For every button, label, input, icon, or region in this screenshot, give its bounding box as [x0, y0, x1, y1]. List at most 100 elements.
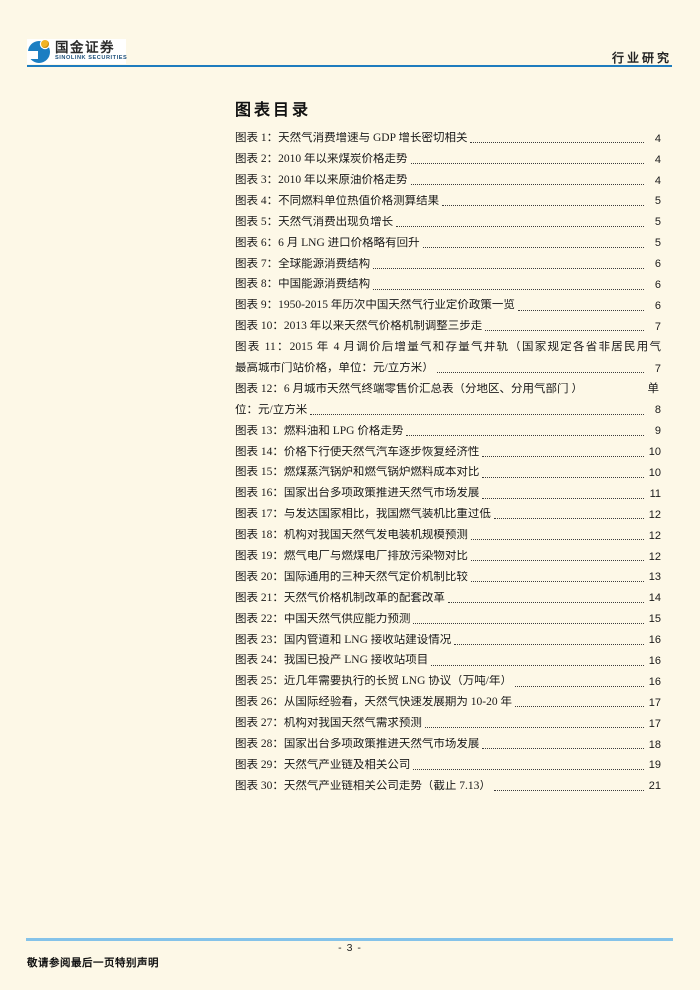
dot-leader — [442, 205, 644, 207]
toc-entry-label: 图表 20：国际通用的三种天然气定价机制比较 — [235, 570, 468, 583]
toc-entry: 图表 20：国际通用的三种天然气定价机制比较 13 — [235, 567, 661, 588]
dot-leader — [431, 664, 644, 666]
toc-entry-page-number: 11 — [649, 487, 661, 500]
dot-leader — [396, 225, 644, 227]
toc-entry: 图表 26：从国际经验看，天然气快速发展期为 10-20 年 17 — [235, 692, 661, 713]
toc-entry: 图表 18：机构对我国天然气发电装机规模预测 12 — [235, 525, 661, 546]
toc-entry: 图表 15：燃煤蒸汽锅炉和燃气锅炉燃料成本对比 10 — [235, 462, 661, 483]
toc-list: 图表 1：天然气消费增速与 GDP 增长密切相关 4 图表 2：2010 年以来… — [235, 128, 661, 797]
toc-entry-page-number: 16 — [648, 634, 661, 647]
page-number: - 3 - — [338, 942, 362, 954]
toc-entry: 图表 30：天然气产业链相关公司走势（截止 7.13） 21 — [235, 776, 661, 797]
dot-leader — [493, 790, 644, 791]
toc-title: 图表目录 — [235, 102, 312, 119]
dot-leader — [470, 142, 644, 144]
toc-entry-label: 图表 4：不同燃料单位热值价格测算结果 — [235, 194, 440, 207]
toc-entry: 图表 14：价格下行使天然气汽车逐步恢复经济性 10 — [235, 441, 661, 462]
toc-entry: 图表 25：近几年需要执行的长贸 LNG 协议（万吨/年） 16 — [235, 671, 661, 692]
toc-entry: 图表 8：中国能源消费结构 6 — [235, 274, 661, 295]
toc-entry-label: 图表 26：从国际经验看，天然气快速发展期为 10-20 年 — [235, 696, 512, 709]
toc-entry: 图表 6：6 月 LNG 进口价格略有回升 5 — [235, 232, 661, 253]
toc-entry-page-number: 7 — [654, 320, 661, 333]
dot-leader — [470, 539, 644, 541]
toc-entry-page-number: 19 — [648, 759, 661, 772]
toc-entry-label: 图表 8：中国能源消费结构 — [235, 278, 371, 291]
header-divider — [27, 65, 672, 67]
toc-entry-page-number: 10 — [648, 467, 661, 479]
toc-entry: 图表 11：2015 年 4 月调价后增量气和存量气并轨（国家规定各省非居民用气 — [235, 337, 661, 358]
toc-entry-label: 图表 24：我国已投产 LNG 接收站项目 — [235, 654, 429, 667]
toc-entry-label: 图表 3：2010 年以来原油价格走势 — [235, 173, 408, 186]
dot-leader — [514, 685, 644, 687]
toc-entry-label: 图表 30：天然气产业链相关公司走势（截止 7.13） — [235, 779, 491, 792]
toc-entry-label: 图表 19：燃气电厂与燃煤电厂排放污染物对比 — [235, 549, 468, 562]
dot-leader — [470, 560, 644, 562]
dot-leader — [413, 622, 644, 624]
toc-entry-tail: 单 — [647, 382, 660, 395]
logo-gold-ball-icon — [41, 40, 49, 48]
toc-entry-label: 图表 9：1950-2015 年历次中国天然气行业定价政策一览 — [235, 299, 515, 312]
dot-leader — [482, 476, 644, 478]
toc-entry-label: 图表 23：国内管道和 LNG 接收站建设情况 — [235, 633, 452, 646]
toc-entry-label: 图表 17：与发达国家相比，我国燃气装机比重过低 — [235, 508, 491, 521]
toc-entry-label: 图表 21：天然气价格机制改革的配套改革 — [235, 591, 445, 604]
toc-entry-page-number: 14 — [648, 592, 661, 605]
toc-entry: 图表 29：天然气产业链及相关公司 19 — [235, 755, 661, 776]
toc-entry-page-number: 16 — [648, 675, 661, 688]
dot-leader — [447, 601, 644, 603]
logo-wordmark: 国金证券 SINOLINK SECURITIES — [55, 41, 127, 62]
toc-entry-label: 图表 28：国家出台多项政策推进天然气市场发展 — [235, 738, 480, 750]
toc-entry-page-number: 16 — [648, 655, 661, 668]
toc-entry-label: 图表 1：天然气消费增速与 GDP 增长密切相关 — [235, 132, 468, 145]
toc-entry-label: 图表 13：燃料油和 LPG 价格走势 — [235, 424, 404, 437]
sinolink-logo-icon — [28, 40, 51, 63]
toc-entry: 图表 24：我国已投产 LNG 接收站项目 16 — [235, 650, 661, 671]
toc-entry-label: 位：元/立方米 — [235, 403, 308, 416]
toc-entry-label: 图表 18：机构对我国天然气发电装机规模预测 — [235, 529, 468, 542]
dot-leader — [310, 413, 644, 415]
dot-leader — [410, 163, 644, 165]
toc-entry-label: 图表 7：全球能源消费结构 — [235, 257, 371, 270]
toc-entry-page-number: 4 — [654, 153, 661, 166]
toc-entry-label: 图表 11：2015 年 4 月调价后增量气和存量气并轨（国家规定各省非居民用气 — [235, 341, 661, 354]
toc-entry: 图表 23：国内管道和 LNG 接收站建设情况 16 — [235, 629, 661, 650]
toc-entry-label: 图表 15：燃煤蒸汽锅炉和燃气锅炉燃料成本对比 — [235, 466, 480, 479]
toc-entry-page-number: 4 — [654, 174, 661, 187]
toc-entry-page-number: 5 — [654, 195, 661, 208]
dot-leader — [424, 727, 644, 729]
toc-entry: 图表 27：机构对我国天然气需求预测 17 — [235, 713, 661, 734]
toc-entry: 图表 3：2010 年以来原油价格走势 4 — [235, 170, 661, 191]
toc-entry: 图表 17：与发达国家相比，我国燃气装机比重过低 12 — [235, 504, 661, 525]
toc-entry-label: 图表 6：6 月 LNG 进口价格略有回升 — [235, 236, 420, 249]
toc-entry-page-number: 17 — [648, 696, 661, 709]
sinolink-logo: 国金证券 SINOLINK SECURITIES — [27, 39, 127, 64]
toc-entry: 图表 10：2013 年以来天然气价格机制调整三步走 7 — [235, 316, 661, 337]
dot-leader — [485, 330, 644, 332]
dot-leader — [410, 184, 644, 186]
toc-entry-label: 图表 12：6 月城市天然气终端零售价汇总表（分地区、分用气部门 ） — [235, 382, 583, 395]
toc-entry-label: 图表 29：天然气产业链及相关公司 — [235, 758, 411, 771]
toc-entry: 图表 21：天然气价格机制改革的配套改革 14 — [235, 588, 661, 609]
toc-entry-page-number: 15 — [648, 613, 661, 626]
toc-entry-label: 图表 5：天然气消费出现负增长 — [235, 215, 394, 228]
dot-leader — [422, 246, 644, 248]
toc-entry: 图表 7：全球能源消费结构 6 — [235, 253, 661, 274]
toc-entry-label: 最高城市门站价格，单位：元/立方米） — [235, 361, 434, 374]
toc-entry-label: 图表 10：2013 年以来天然气价格机制调整三步走 — [235, 320, 483, 333]
toc-entry-page-number: 12 — [648, 508, 661, 521]
toc-entry: 图表 22：中国天然气供应能力预测 15 — [235, 608, 661, 629]
toc-entry-label: 图表 16：国家出台多项政策推进天然气市场发展 — [235, 487, 480, 500]
brand-name-en: SINOLINK SECURITIES — [55, 55, 128, 62]
toc-entry: 最高城市门站价格，单位：元/立方米） 7 — [235, 358, 661, 379]
toc-entry: 图表 19：燃气电厂与燃煤电厂排放污染物对比 12 — [235, 546, 661, 567]
brand-name-cn: 国金证券 — [55, 39, 115, 55]
toc-entry-page-number: 10 — [648, 446, 661, 459]
toc-entry-page-number: 12 — [648, 550, 661, 563]
dot-leader — [454, 643, 644, 645]
toc-entry: 图表 4：不同燃料单位热值价格测算结果 5 — [235, 191, 661, 212]
figure-toc: 图表目录 图表 1：天然气消费增速与 GDP 增长密切相关 4 图表 2：201… — [235, 96, 661, 797]
toc-entry: 图表 12：6 月城市天然气终端零售价汇总表（分地区、分用气部门 ） 单 — [235, 379, 661, 400]
footer-divider — [26, 938, 673, 941]
dot-leader — [517, 309, 644, 311]
toc-entry: 位：元/立方米 8 — [235, 400, 661, 421]
